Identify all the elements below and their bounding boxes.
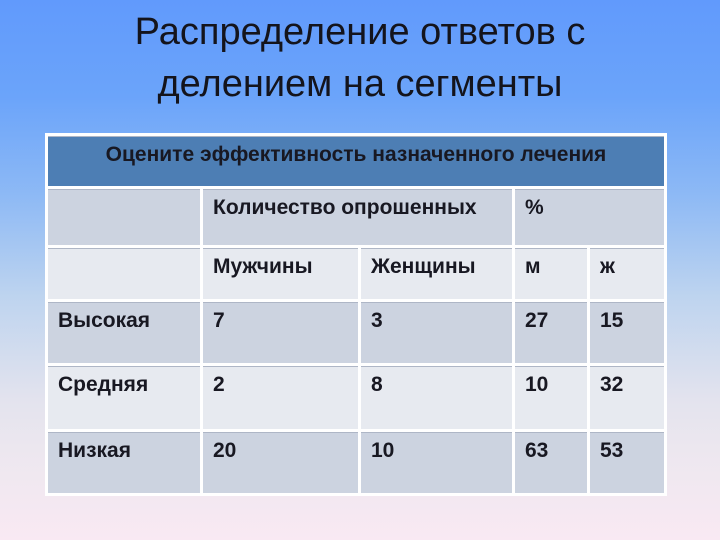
column-header-men: Мужчины (203, 248, 358, 299)
column-header-zh-percent: ж (590, 248, 664, 299)
survey-results-table: Оцените эффективность назначенного лечен… (45, 133, 667, 496)
cell-value: 8 (361, 366, 512, 429)
group-header-respondents: Количество опрошенных (203, 189, 512, 245)
table-row-medium: Средняя 2 8 10 32 (48, 366, 664, 429)
slide-title: Распределение ответов с делением на сегм… (134, 11, 586, 105)
column-header-m-percent: м (515, 248, 587, 299)
row-label: Низкая (48, 432, 200, 493)
cell-value: 27 (515, 302, 587, 363)
cell-value: 10 (515, 366, 587, 429)
cell-value: 15 (590, 302, 664, 363)
column-header-women: Женщины (361, 248, 512, 299)
cell-value: 10 (361, 432, 512, 493)
cell-value: 7 (203, 302, 358, 363)
question-header-cell: Оцените эффективность назначенного лечен… (48, 136, 664, 186)
empty-corner-cell (48, 248, 200, 299)
table-row-group-headers: Количество опрошенных % (48, 189, 664, 245)
group-header-percent: % (515, 189, 664, 245)
table-row-column-headers: Мужчины Женщины м ж (48, 248, 664, 299)
cell-value: 53 (590, 432, 664, 493)
cell-value: 20 (203, 432, 358, 493)
empty-corner-cell (48, 189, 200, 245)
cell-value: 3 (361, 302, 512, 363)
row-label: Средняя (48, 366, 200, 429)
cell-value: 63 (515, 432, 587, 493)
row-label: Высокая (48, 302, 200, 363)
table-row-high: Высокая 7 3 27 15 (48, 302, 664, 363)
cell-value: 32 (590, 366, 664, 429)
cell-value: 2 (203, 366, 358, 429)
table-row-low: Низкая 20 10 63 53 (48, 432, 664, 493)
table-row-question: Оцените эффективность назначенного лечен… (48, 136, 664, 186)
